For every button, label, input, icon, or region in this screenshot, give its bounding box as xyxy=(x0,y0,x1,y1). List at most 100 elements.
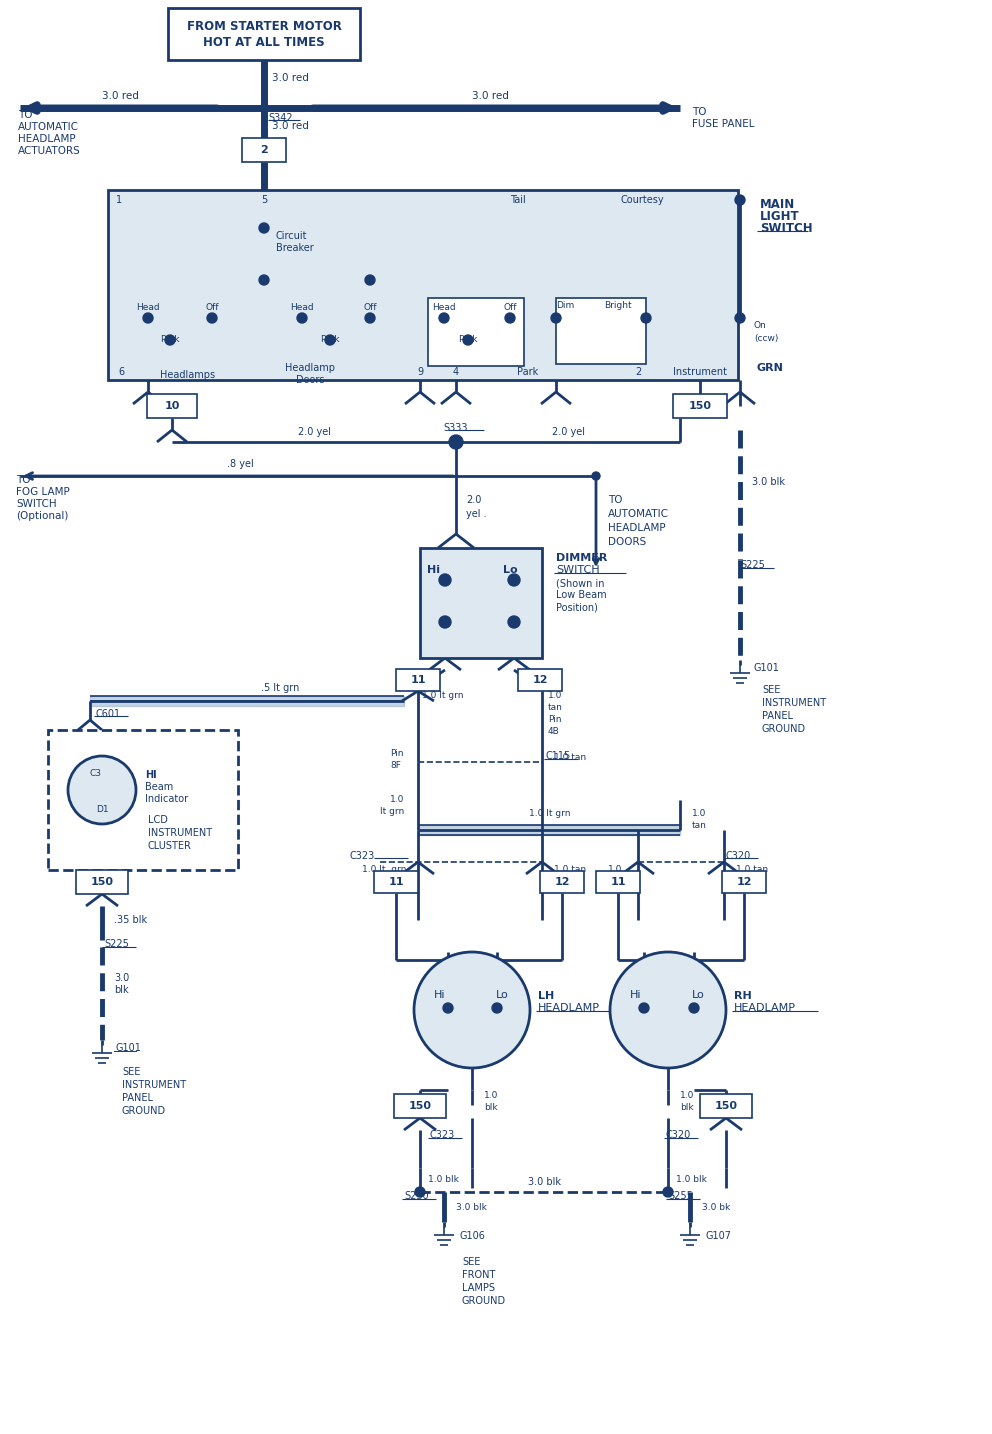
Circle shape xyxy=(449,435,463,449)
Text: 150: 150 xyxy=(90,878,113,888)
Text: 5: 5 xyxy=(261,195,267,205)
Text: Low Beam: Low Beam xyxy=(556,589,607,599)
Text: SWITCH: SWITCH xyxy=(760,221,812,235)
Text: (Optional): (Optional) xyxy=(16,511,68,521)
Text: 3.0 red: 3.0 red xyxy=(272,73,309,83)
Text: TO: TO xyxy=(18,110,33,120)
Text: 6: 6 xyxy=(118,367,124,377)
Text: C323: C323 xyxy=(430,1130,455,1140)
Text: SEE: SEE xyxy=(462,1258,480,1268)
Text: Lo: Lo xyxy=(691,989,704,999)
Circle shape xyxy=(492,1002,502,1012)
Circle shape xyxy=(259,275,269,285)
Text: Hi: Hi xyxy=(630,989,642,999)
Text: C3: C3 xyxy=(89,769,101,777)
Text: INSTRUMENT: INSTRUMENT xyxy=(762,698,826,708)
Text: 1.0 blk: 1.0 blk xyxy=(676,1176,707,1184)
Text: .35 blk: .35 blk xyxy=(114,915,147,925)
Text: Off: Off xyxy=(205,304,219,313)
Text: S230: S230 xyxy=(404,1192,429,1202)
Text: Breaker: Breaker xyxy=(276,242,313,252)
Text: HEADLAMP: HEADLAMP xyxy=(18,133,75,143)
Circle shape xyxy=(414,952,530,1068)
Text: Courtesy: Courtesy xyxy=(620,195,664,205)
Bar xyxy=(420,548,542,658)
Bar xyxy=(556,298,646,364)
Text: Position): Position) xyxy=(556,602,598,612)
Circle shape xyxy=(439,313,449,323)
Text: 2.0 yel: 2.0 yel xyxy=(552,427,584,437)
Text: 1.0: 1.0 xyxy=(484,1091,498,1100)
Text: 11: 11 xyxy=(411,675,426,685)
Text: S255: S255 xyxy=(668,1192,692,1202)
Circle shape xyxy=(365,275,375,285)
Text: Lo: Lo xyxy=(496,989,508,999)
Text: S225: S225 xyxy=(104,939,129,949)
Text: TO: TO xyxy=(692,108,706,118)
Text: DOORS: DOORS xyxy=(608,536,646,546)
Text: 11: 11 xyxy=(610,878,626,888)
Text: SEE: SEE xyxy=(762,685,781,695)
Text: FUSE PANEL: FUSE PANEL xyxy=(692,119,755,129)
Circle shape xyxy=(68,756,136,825)
Text: FRONT: FRONT xyxy=(462,1271,495,1281)
Text: LAMPS: LAMPS xyxy=(462,1283,495,1293)
Circle shape xyxy=(365,313,375,323)
Text: 11: 11 xyxy=(388,878,404,888)
Circle shape xyxy=(641,313,651,323)
Text: G106: G106 xyxy=(460,1230,486,1240)
Text: Bright: Bright xyxy=(604,301,632,310)
Text: LCD: LCD xyxy=(148,815,168,825)
Bar xyxy=(168,9,360,60)
Text: 2: 2 xyxy=(635,367,641,377)
Circle shape xyxy=(735,313,745,323)
Text: Hi: Hi xyxy=(434,989,445,999)
Text: Pin: Pin xyxy=(548,716,561,724)
Text: 1.0: 1.0 xyxy=(692,810,706,819)
Text: Headlamp: Headlamp xyxy=(285,363,335,373)
Circle shape xyxy=(259,224,269,232)
Text: blk: blk xyxy=(484,1104,498,1113)
Bar xyxy=(394,1094,446,1119)
Text: SWITCH: SWITCH xyxy=(556,565,599,575)
Text: SEE: SEE xyxy=(122,1067,141,1077)
Text: FROM STARTER MOTOR: FROM STARTER MOTOR xyxy=(186,20,341,33)
Circle shape xyxy=(439,574,451,587)
Text: Park: Park xyxy=(320,336,339,344)
Text: 150: 150 xyxy=(714,1101,737,1111)
Text: (Shown in: (Shown in xyxy=(556,578,604,588)
Bar xyxy=(374,870,418,893)
Text: Lo: Lo xyxy=(503,565,517,575)
Text: C115: C115 xyxy=(546,751,571,761)
Text: GRN: GRN xyxy=(757,363,784,373)
Text: C323: C323 xyxy=(350,850,375,860)
Text: .5 lt grn: .5 lt grn xyxy=(261,683,300,693)
Text: Head: Head xyxy=(433,304,455,313)
Circle shape xyxy=(508,617,520,628)
Text: TO: TO xyxy=(608,495,623,505)
Text: 12: 12 xyxy=(736,878,752,888)
Text: 3.0 red: 3.0 red xyxy=(101,90,139,100)
Text: Park: Park xyxy=(518,367,539,377)
Text: 150: 150 xyxy=(688,402,711,412)
Text: Indicator: Indicator xyxy=(145,794,188,804)
Circle shape xyxy=(443,1002,453,1012)
Text: INSTRUMENT: INSTRUMENT xyxy=(148,827,212,837)
Text: C320: C320 xyxy=(726,850,751,860)
Text: 12: 12 xyxy=(555,878,569,888)
Circle shape xyxy=(508,574,520,587)
Text: TO: TO xyxy=(16,475,31,485)
Text: HEADLAMP: HEADLAMP xyxy=(538,1002,600,1012)
Bar xyxy=(396,670,440,691)
Text: On: On xyxy=(754,321,767,330)
Text: tan: tan xyxy=(692,822,707,830)
Text: 1.0: 1.0 xyxy=(548,691,562,700)
Text: PANEL: PANEL xyxy=(762,711,793,721)
Text: 1.0 lt. grn: 1.0 lt. grn xyxy=(362,866,406,875)
Text: G107: G107 xyxy=(706,1230,732,1240)
Text: 9: 9 xyxy=(417,367,423,377)
Text: 4B: 4B xyxy=(548,727,559,737)
Text: (ccw): (ccw) xyxy=(754,334,779,343)
Text: tan: tan xyxy=(548,704,562,713)
Text: 1.0: 1.0 xyxy=(390,796,404,804)
